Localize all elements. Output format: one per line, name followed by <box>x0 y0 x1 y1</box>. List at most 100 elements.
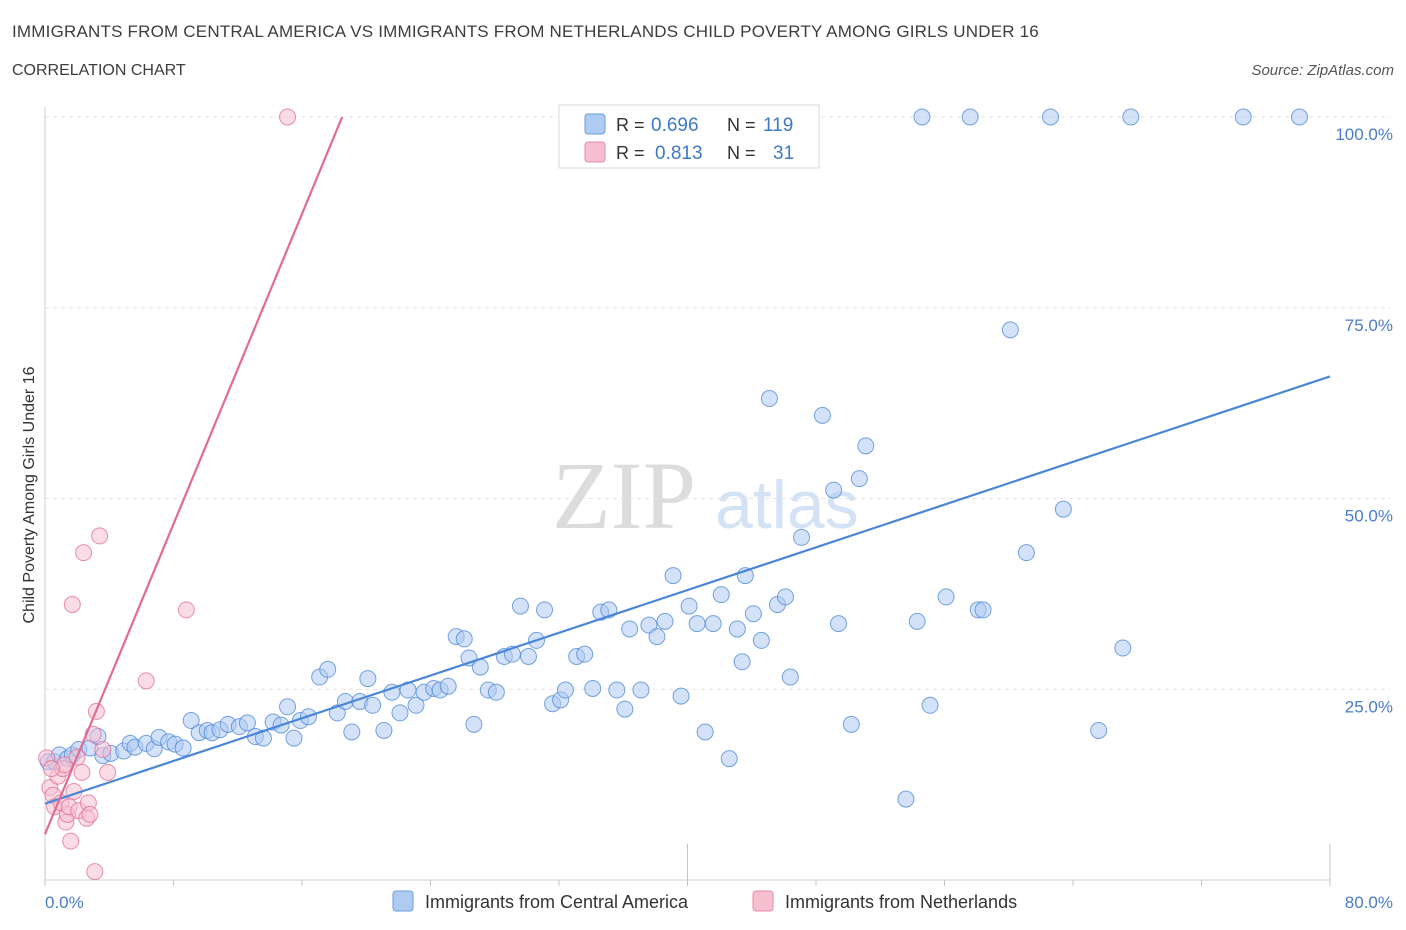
point-central-america <box>825 481 843 499</box>
stats-n-label-1: N = <box>727 143 756 163</box>
point-central-america <box>781 668 799 686</box>
stats-n-value-0: 119 <box>763 115 793 136</box>
point-central-america <box>656 612 674 630</box>
point-central-america <box>696 723 714 741</box>
y-tick-label: 25.0% <box>1345 697 1393 716</box>
point-central-america <box>455 630 473 648</box>
point-central-america <box>621 620 639 638</box>
y-tick-label: 100.0% <box>1335 125 1393 144</box>
stats-legend: R = 0.696 N = 119 R = 0.813 N = 31 <box>558 104 820 169</box>
point-central-america <box>1042 108 1060 126</box>
point-central-america <box>616 700 634 718</box>
legend-swatch-central-america <box>392 890 414 912</box>
series-netherlands-points <box>38 108 297 881</box>
point-central-america <box>536 601 554 619</box>
point-netherlands <box>75 544 93 562</box>
point-central-america <box>556 681 574 699</box>
point-central-america <box>465 715 483 733</box>
point-central-america <box>728 620 746 638</box>
point-central-america <box>776 588 794 606</box>
point-central-america <box>813 406 831 424</box>
gridlines <box>45 116 1390 690</box>
stats-r-label-1: R = <box>616 143 645 163</box>
point-central-america <box>680 597 698 615</box>
point-netherlands <box>94 741 112 759</box>
point-central-america <box>519 647 537 665</box>
point-central-america <box>688 615 706 633</box>
bottom-legend: Immigrants from Central America Immigran… <box>392 890 1017 912</box>
point-central-america <box>760 390 778 408</box>
point-central-america <box>359 670 377 688</box>
y-tick-label: 75.0% <box>1345 316 1393 335</box>
trendlines <box>43 116 1331 835</box>
point-central-america <box>285 729 303 747</box>
point-netherlands <box>91 527 109 545</box>
point-central-america <box>319 660 337 678</box>
point-netherlands <box>62 832 80 850</box>
point-central-america <box>576 645 594 663</box>
point-central-america <box>648 628 666 646</box>
point-central-america <box>608 681 626 699</box>
point-central-america <box>704 615 722 633</box>
point-netherlands <box>137 672 155 690</box>
stats-legend-swatch-netherlands <box>584 141 606 163</box>
legend-swatch-netherlands <box>752 890 774 912</box>
point-netherlands <box>81 805 99 823</box>
point-central-america <box>752 631 770 649</box>
point-netherlands <box>99 763 117 781</box>
point-central-america <box>238 714 256 732</box>
point-central-america <box>1090 721 1108 739</box>
point-central-america <box>913 108 931 126</box>
point-central-america <box>632 681 650 699</box>
point-netherlands <box>279 108 297 126</box>
watermark-atlas: atlas <box>715 467 859 543</box>
stats-r-value-1: 0.813 <box>655 143 703 164</box>
point-central-america <box>1054 500 1072 518</box>
point-central-america <box>842 715 860 733</box>
legend-label-central-america: Immigrants from Central America <box>425 892 689 912</box>
x-tick-label: 80.0% <box>1345 893 1393 912</box>
trendline-netherlands <box>43 116 344 835</box>
y-tick-label: 50.0% <box>1345 507 1393 526</box>
point-central-america <box>857 437 875 455</box>
stats-n-value-1: 31 <box>773 143 794 164</box>
point-central-america <box>174 739 192 757</box>
point-central-america <box>921 696 939 714</box>
point-central-america <box>279 698 297 716</box>
point-central-america <box>712 586 730 604</box>
point-central-america <box>908 612 926 630</box>
point-central-america <box>1290 108 1308 126</box>
stats-n-label-0: N = <box>727 115 756 135</box>
trendline-central-america <box>44 375 1331 805</box>
point-central-america <box>793 528 811 546</box>
point-central-america <box>672 687 690 705</box>
point-central-america <box>1001 321 1019 339</box>
point-central-america <box>733 653 751 671</box>
legend-label-netherlands: Immigrants from Netherlands <box>785 892 1017 912</box>
point-central-america <box>511 597 529 615</box>
point-central-america <box>407 696 425 714</box>
y-tick-labels: 25.0% 50.0% 75.0% 100.0% <box>1335 125 1393 716</box>
watermark-zip: ZIP <box>552 442 696 549</box>
y-axis-title: Child Poverty Among Girls Under 16 <box>21 366 38 623</box>
point-central-america <box>1122 108 1140 126</box>
point-central-america <box>182 712 200 730</box>
point-central-america <box>439 677 457 695</box>
point-central-america <box>961 108 979 126</box>
point-central-america <box>1017 544 1035 562</box>
point-central-america <box>343 723 361 741</box>
point-central-america <box>829 615 847 633</box>
point-central-america <box>897 790 915 808</box>
stats-r-value-0: 0.696 <box>651 115 699 136</box>
point-central-america <box>744 605 762 623</box>
point-central-america <box>1234 108 1252 126</box>
point-netherlands <box>177 601 195 619</box>
point-central-america <box>720 750 738 768</box>
stats-r-label-0: R = <box>616 115 645 135</box>
point-netherlands <box>42 760 60 778</box>
point-central-america <box>850 470 868 488</box>
point-central-america <box>937 588 955 606</box>
stats-legend-swatch-central-america <box>584 113 606 135</box>
x-tick-label: 0.0% <box>45 893 84 912</box>
